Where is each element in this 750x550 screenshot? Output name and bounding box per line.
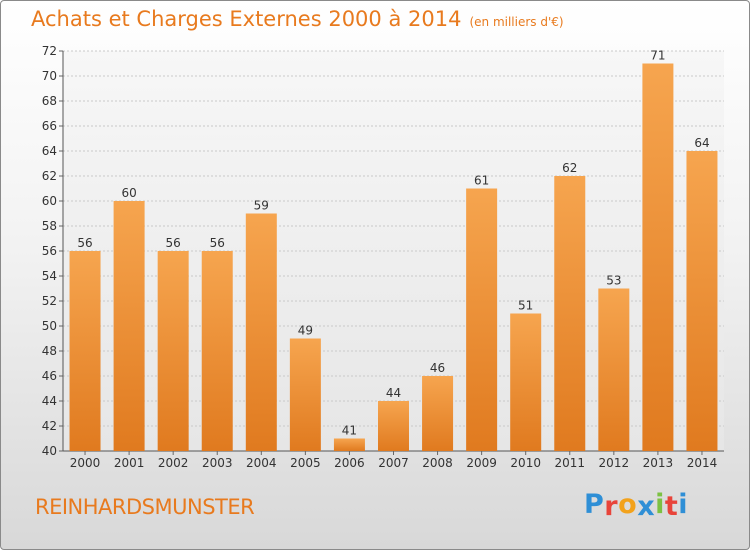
x-tick-label: 2014 — [687, 456, 718, 470]
y-tick-label: 60 — [42, 194, 57, 208]
logo-letter: i — [678, 489, 689, 520]
bar-value-label: 60 — [121, 186, 136, 200]
bar — [686, 151, 718, 451]
y-tick-label: 66 — [42, 119, 57, 133]
bar-value-label: 51 — [518, 299, 533, 313]
y-tick-label: 42 — [42, 419, 57, 433]
bar-value-label: 53 — [606, 274, 621, 288]
bar — [466, 188, 498, 451]
x-tick-label: 2009 — [466, 456, 497, 470]
bar-value-label: 56 — [210, 236, 225, 250]
x-tick-label: 2005 — [290, 456, 321, 470]
x-tick-label: 2004 — [246, 456, 277, 470]
x-tick-label: 2012 — [599, 456, 630, 470]
bar — [289, 338, 321, 451]
y-tick-label: 48 — [42, 344, 57, 358]
y-tick-label: 52 — [42, 294, 57, 308]
bar — [378, 401, 409, 451]
bar-value-label: 56 — [166, 236, 181, 250]
x-tick-label: 2011 — [554, 456, 585, 470]
chart-title-text: Achats et Charges Externes 2000 à 2014 — [31, 7, 462, 31]
x-tick-label: 2003 — [202, 456, 233, 470]
bar-value-label: 41 — [342, 424, 357, 438]
y-tick-label: 56 — [42, 244, 57, 258]
y-tick-label: 46 — [42, 369, 57, 383]
bar-value-label: 49 — [298, 324, 313, 338]
bar-value-label: 46 — [430, 361, 445, 375]
proxiti-logo: Proxiti — [584, 489, 689, 522]
y-tick-label: 68 — [42, 94, 57, 108]
chart-subtitle: (en milliers d'€) — [469, 15, 564, 29]
bar — [422, 376, 454, 451]
bar-value-label: 71 — [650, 49, 665, 63]
bar — [554, 176, 586, 451]
y-tick-label: 44 — [42, 394, 57, 408]
y-tick-label: 40 — [42, 444, 57, 458]
x-tick-label: 2010 — [510, 456, 541, 470]
bar-value-label: 64 — [694, 136, 709, 150]
x-tick-label: 2000 — [70, 456, 101, 470]
bar-value-label: 62 — [562, 161, 577, 175]
x-tick-label: 2008 — [422, 456, 453, 470]
commune-name: REINHARDSMUNSTER — [35, 495, 255, 519]
bar — [201, 251, 233, 451]
logo-letter: x — [637, 491, 656, 522]
y-tick-label: 62 — [42, 169, 57, 183]
logo-letter: i — [655, 489, 665, 520]
bar — [69, 251, 101, 451]
logo-letter: P — [584, 489, 605, 520]
y-tick-label: 54 — [42, 269, 57, 283]
bar-value-label: 56 — [77, 236, 92, 250]
bar — [510, 313, 542, 451]
y-tick-label: 72 — [42, 44, 57, 58]
bar — [113, 201, 145, 451]
x-tick-label: 2013 — [643, 456, 674, 470]
bar — [642, 63, 674, 451]
logo-letter: r — [604, 491, 619, 522]
x-tick-label: 2002 — [158, 456, 189, 470]
bar — [157, 251, 189, 451]
y-tick-label: 64 — [42, 144, 57, 158]
bar — [245, 213, 277, 451]
logo-letter: o — [618, 489, 638, 520]
bar-value-label: 59 — [254, 199, 269, 213]
logo-letter: t — [664, 491, 679, 522]
y-tick-label: 58 — [42, 219, 57, 233]
x-tick-label: 2001 — [114, 456, 145, 470]
bar-value-label: 61 — [474, 174, 489, 188]
y-tick-label: 50 — [42, 319, 57, 333]
chart-title: Achats et Charges Externes 2000 à 2014 (e… — [31, 7, 564, 31]
x-tick-label: 2007 — [378, 456, 409, 470]
bar — [333, 438, 365, 451]
y-tick-label: 70 — [42, 69, 57, 83]
bar-value-label: 44 — [386, 386, 401, 400]
bar — [598, 288, 630, 451]
x-tick-label: 2006 — [334, 456, 365, 470]
